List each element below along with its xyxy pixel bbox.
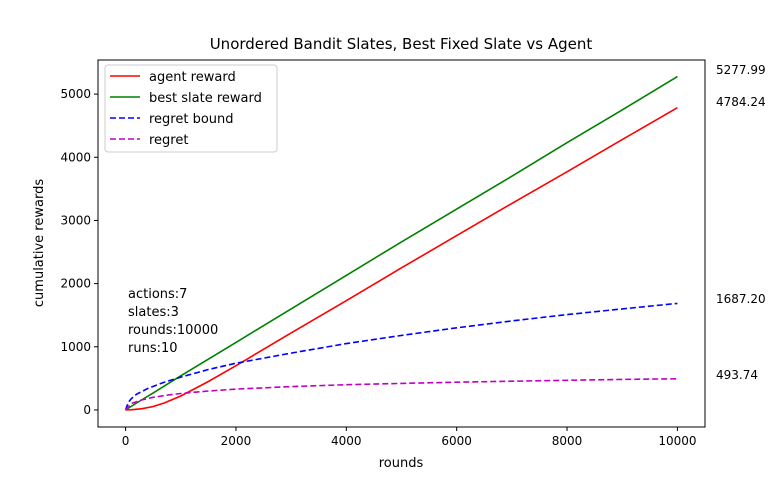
x-tick-label: 6000 [441, 434, 472, 448]
y-tick-label: 2000 [60, 277, 91, 291]
annotation-line: rounds:10000 [128, 323, 218, 338]
series-line-2 [124, 302, 678, 411]
legend-label: agent reward [149, 70, 236, 85]
y-tick-label: 1000 [60, 340, 91, 354]
end-value-label: 493.74 [716, 368, 758, 382]
chart-title: Unordered Bandit Slates, Best Fixed Slat… [210, 35, 593, 53]
annotation-line: runs:10 [128, 341, 178, 356]
series-line-1 [125, 75, 678, 411]
y-tick-label: 3000 [60, 213, 91, 227]
x-tick-label: 0 [122, 434, 130, 448]
legend-label: regret bound [149, 112, 234, 127]
series-line-3 [124, 378, 678, 411]
legend-label: regret [149, 133, 188, 148]
end-value-label: 4784.24 [716, 95, 766, 109]
legend: agent reward best slate reward regret boun… [104, 64, 278, 153]
annotation-line: slates:3 [128, 305, 179, 320]
y-axis-label: cumulative rewards [32, 179, 47, 307]
end-value-label: 5277.99 [716, 63, 766, 77]
x-axis-label: rounds [379, 456, 424, 471]
end-value-label: 1687.20 [716, 292, 766, 306]
legend-label: best slate reward [149, 91, 262, 106]
x-tick-label: 4000 [331, 434, 362, 448]
x-tick-label: 8000 [552, 434, 583, 448]
series-line-0 [125, 107, 678, 411]
plot-frame [97, 59, 706, 428]
y-tick-label: 4000 [60, 150, 91, 164]
y-tick-label: 0 [83, 403, 91, 417]
run-parameters-annotation: actions:7 slates:3 rounds:10000 runs:10 [128, 287, 218, 356]
legend-box [104, 64, 278, 153]
annotation-line: actions:7 [128, 287, 187, 302]
x-tick-label: 10000 [658, 434, 696, 448]
y-tick-label: 5000 [60, 87, 91, 101]
x-tick-label: 2000 [221, 434, 252, 448]
